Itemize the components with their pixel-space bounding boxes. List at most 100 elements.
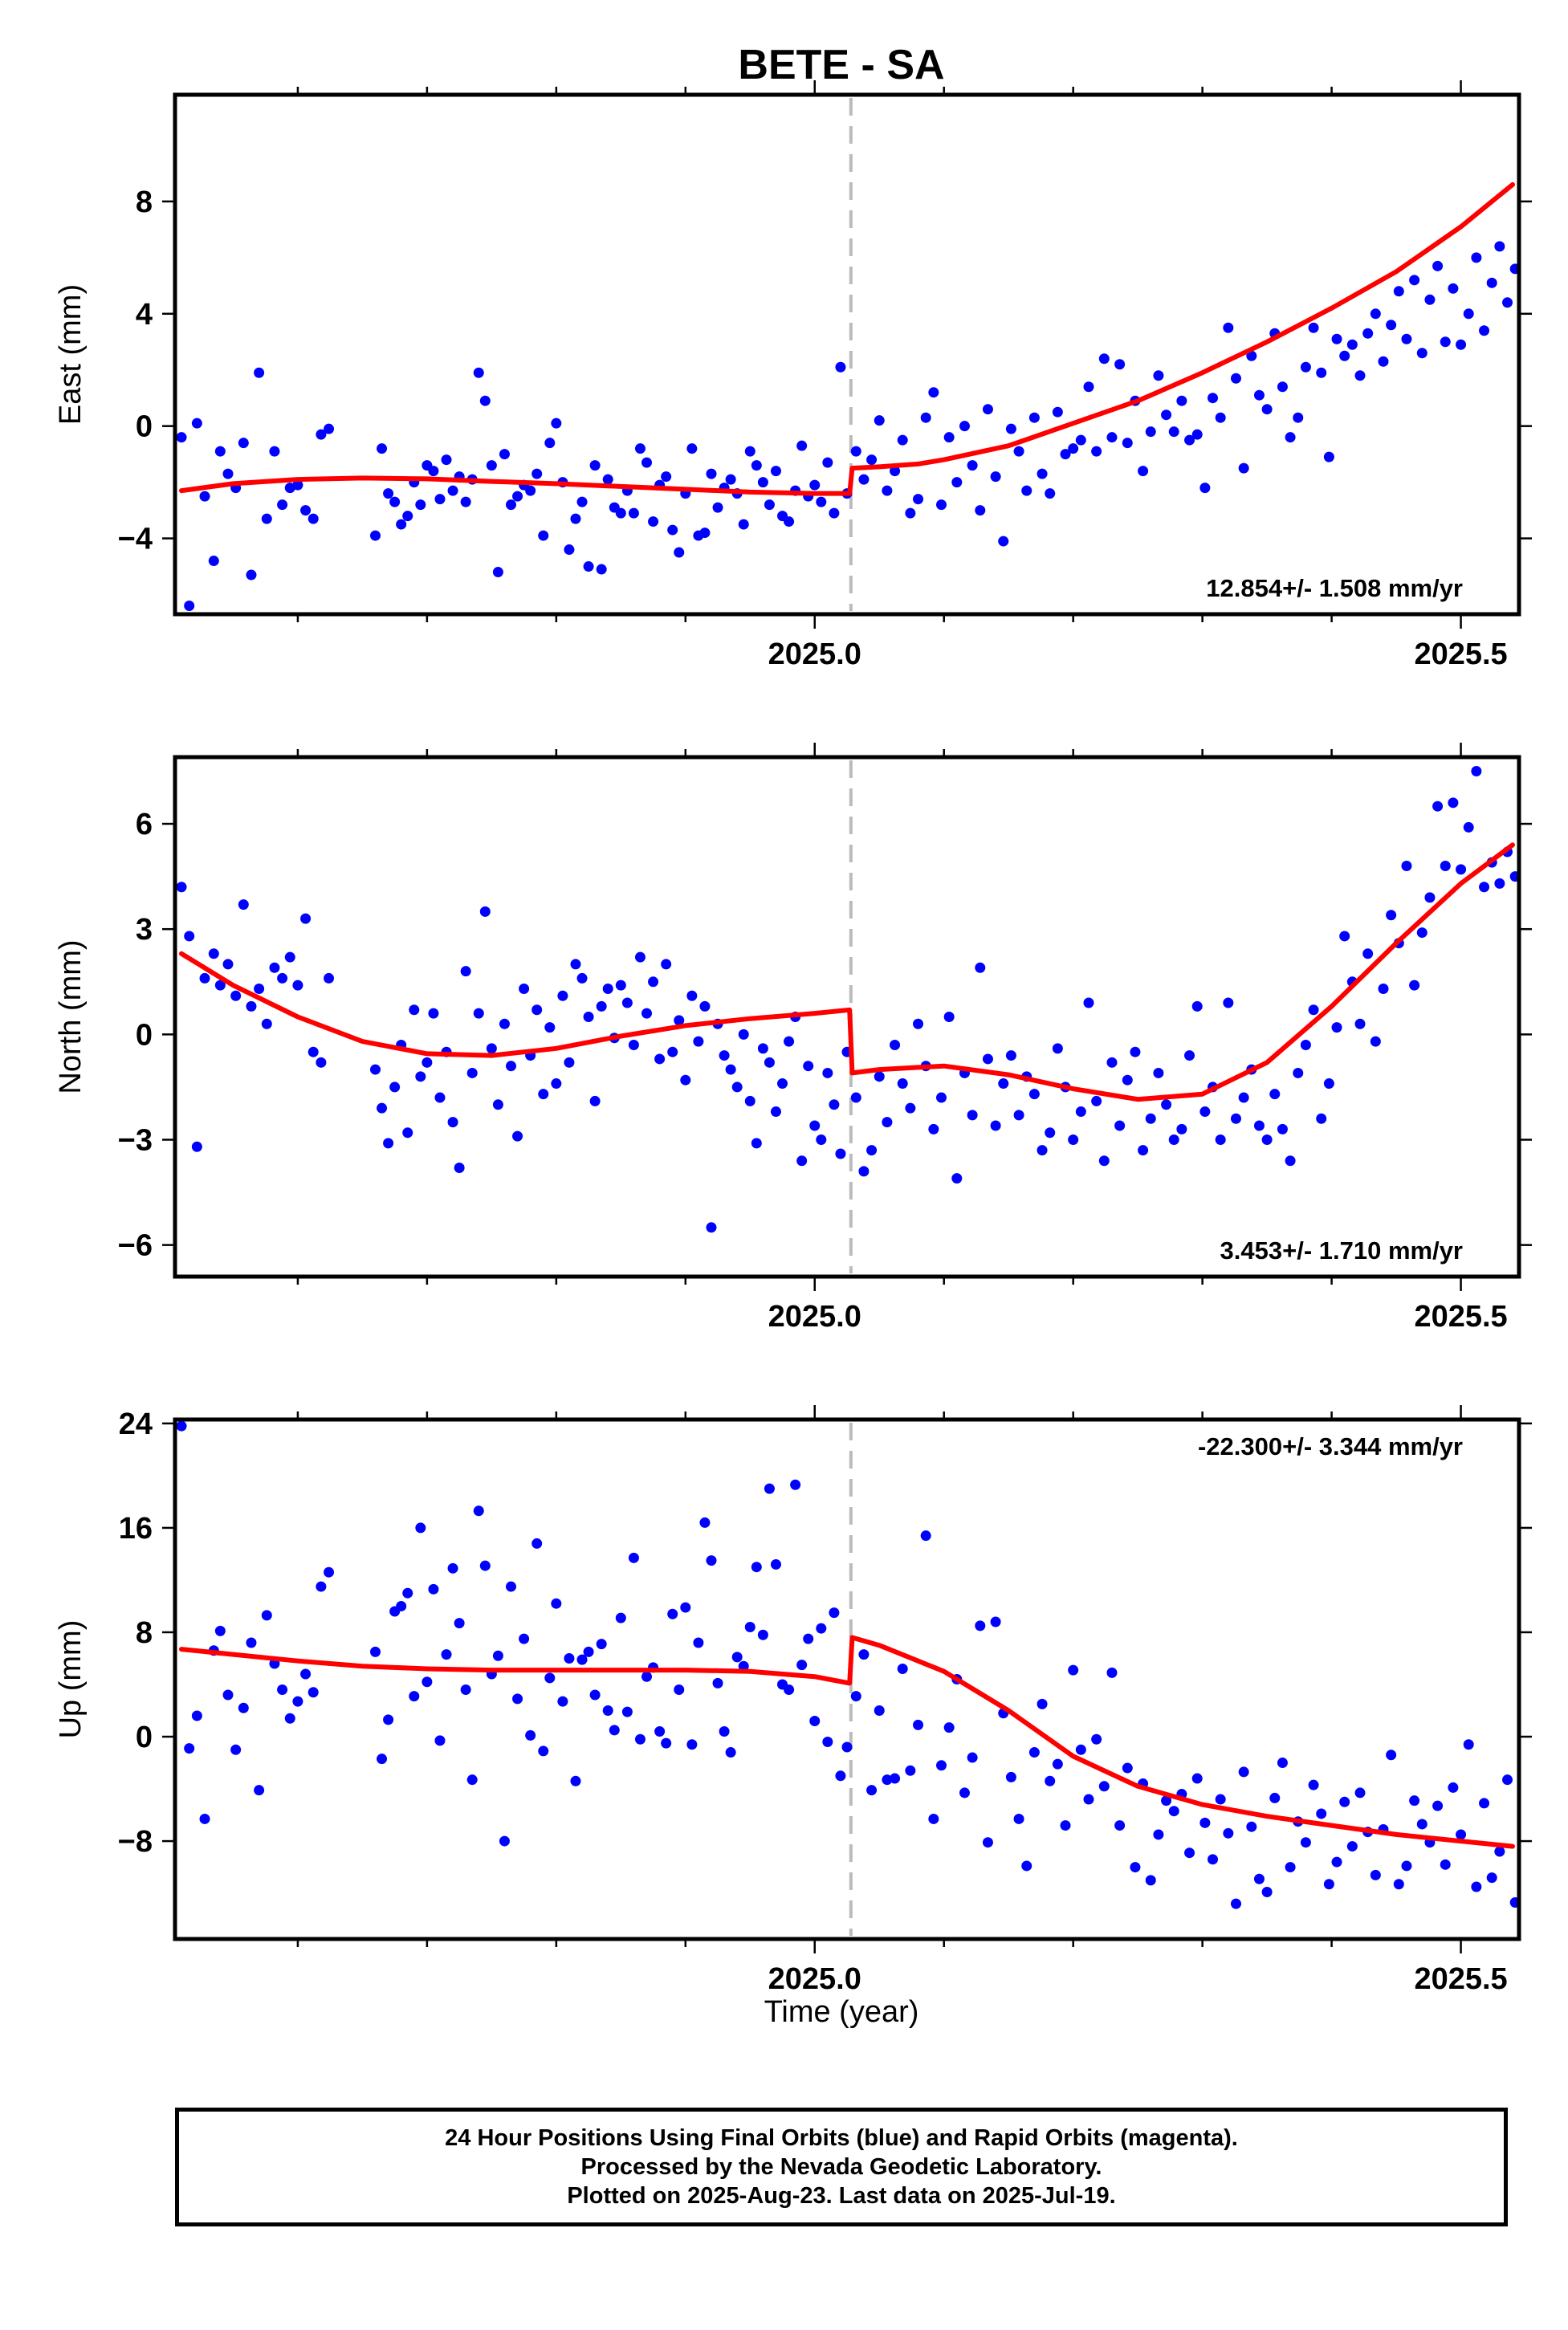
data-point [402, 1127, 413, 1139]
data-point [486, 1043, 497, 1054]
plot-frame [173, 92, 1521, 617]
data-point [176, 882, 187, 893]
data-point [538, 1089, 549, 1100]
east-panel: 2025.0 2025.5 −4 0 4 8 East (mm) 12.854+/- 1.50… [54, 80, 1532, 671]
data-point [583, 561, 594, 572]
data-point [1316, 367, 1327, 378]
data-point [292, 980, 303, 991]
data-point [674, 1684, 685, 1696]
data-point [389, 496, 401, 507]
data-point [1091, 1733, 1102, 1745]
data-point [1223, 322, 1234, 333]
data-point [905, 1765, 916, 1776]
data-point [254, 984, 265, 995]
data-point [269, 446, 280, 457]
data-point [1409, 275, 1420, 286]
data-point [725, 1747, 736, 1758]
x-axis-label: Time (year) [764, 1995, 919, 2029]
data-point [1083, 381, 1094, 393]
data-point [1161, 409, 1172, 421]
y-axis-label: North (mm) [54, 939, 88, 1094]
data-point [486, 460, 497, 471]
data-point [602, 984, 613, 995]
data-point [214, 446, 226, 457]
data-point [454, 1162, 465, 1173]
data-point [1106, 432, 1118, 443]
data-point [557, 990, 568, 1001]
data-point [369, 1646, 381, 1657]
data-point [377, 1754, 388, 1765]
data-point [641, 457, 653, 468]
data-point [238, 899, 249, 910]
data-point [744, 1621, 755, 1632]
data-point [982, 404, 993, 415]
data-point [951, 1173, 963, 1184]
data-point [261, 1610, 272, 1621]
data-point [1168, 1134, 1179, 1146]
data-point [1502, 297, 1513, 308]
data-point [920, 412, 931, 423]
data-point [531, 468, 543, 479]
data-point [1509, 871, 1519, 882]
data-point [466, 1774, 478, 1786]
data-point [1253, 1120, 1265, 1131]
data-point [850, 1691, 861, 1702]
data-point [1277, 381, 1288, 393]
data-point [222, 468, 234, 479]
data-point [564, 1057, 575, 1068]
data-point [725, 474, 736, 485]
data-point [300, 505, 312, 516]
data-point [634, 443, 646, 454]
y-tick-label: 4 [136, 298, 153, 332]
x-tick-label: 2025.0 [768, 637, 861, 671]
x-tick-label: 2025.5 [1414, 1962, 1507, 1996]
data-point [890, 1039, 901, 1050]
data-point [816, 1623, 827, 1634]
data-point [492, 567, 503, 578]
data-point [1191, 1000, 1203, 1012]
data-point [1161, 1099, 1172, 1110]
data-point [841, 1741, 853, 1753]
data-point [277, 1684, 288, 1696]
data-point [1153, 1067, 1164, 1078]
data-point [661, 471, 672, 483]
data-point [1246, 1821, 1257, 1832]
data-point [316, 1057, 327, 1068]
data-point [422, 1057, 433, 1068]
data-point [1339, 1796, 1350, 1807]
data-point [615, 507, 626, 519]
data-point [967, 1110, 978, 1121]
data-point [396, 519, 407, 530]
data-point [570, 959, 581, 970]
data-point [858, 474, 870, 485]
footer-line-2: Processed by the Nevada Geodetic Laborat… [580, 2154, 1102, 2180]
data-point [1409, 1795, 1420, 1807]
data-point [277, 499, 288, 511]
data-point [858, 1166, 870, 1177]
data-point [519, 984, 530, 995]
data-point [1005, 1050, 1016, 1061]
data-point [512, 1693, 523, 1705]
plot-area [176, 760, 1519, 1273]
data-point [1176, 395, 1187, 406]
data-point [1440, 861, 1451, 872]
plot-frame [173, 1417, 1521, 1941]
data-point [936, 1092, 947, 1103]
data-point [1471, 252, 1482, 263]
data-point [680, 1074, 691, 1086]
data-point [1168, 1806, 1179, 1817]
data-point [1293, 412, 1304, 423]
data-point [222, 959, 234, 970]
data-point [1354, 370, 1366, 381]
data-point [199, 972, 210, 984]
data-point [1208, 393, 1219, 404]
data-point [428, 466, 439, 477]
data-point [1261, 1886, 1273, 1897]
data-point [1277, 1123, 1288, 1134]
data-point [1075, 434, 1086, 446]
data-point [1370, 1036, 1381, 1047]
data-point [447, 1117, 458, 1128]
data-point [1028, 412, 1040, 423]
data-point [1378, 356, 1389, 367]
data-point [998, 536, 1009, 547]
